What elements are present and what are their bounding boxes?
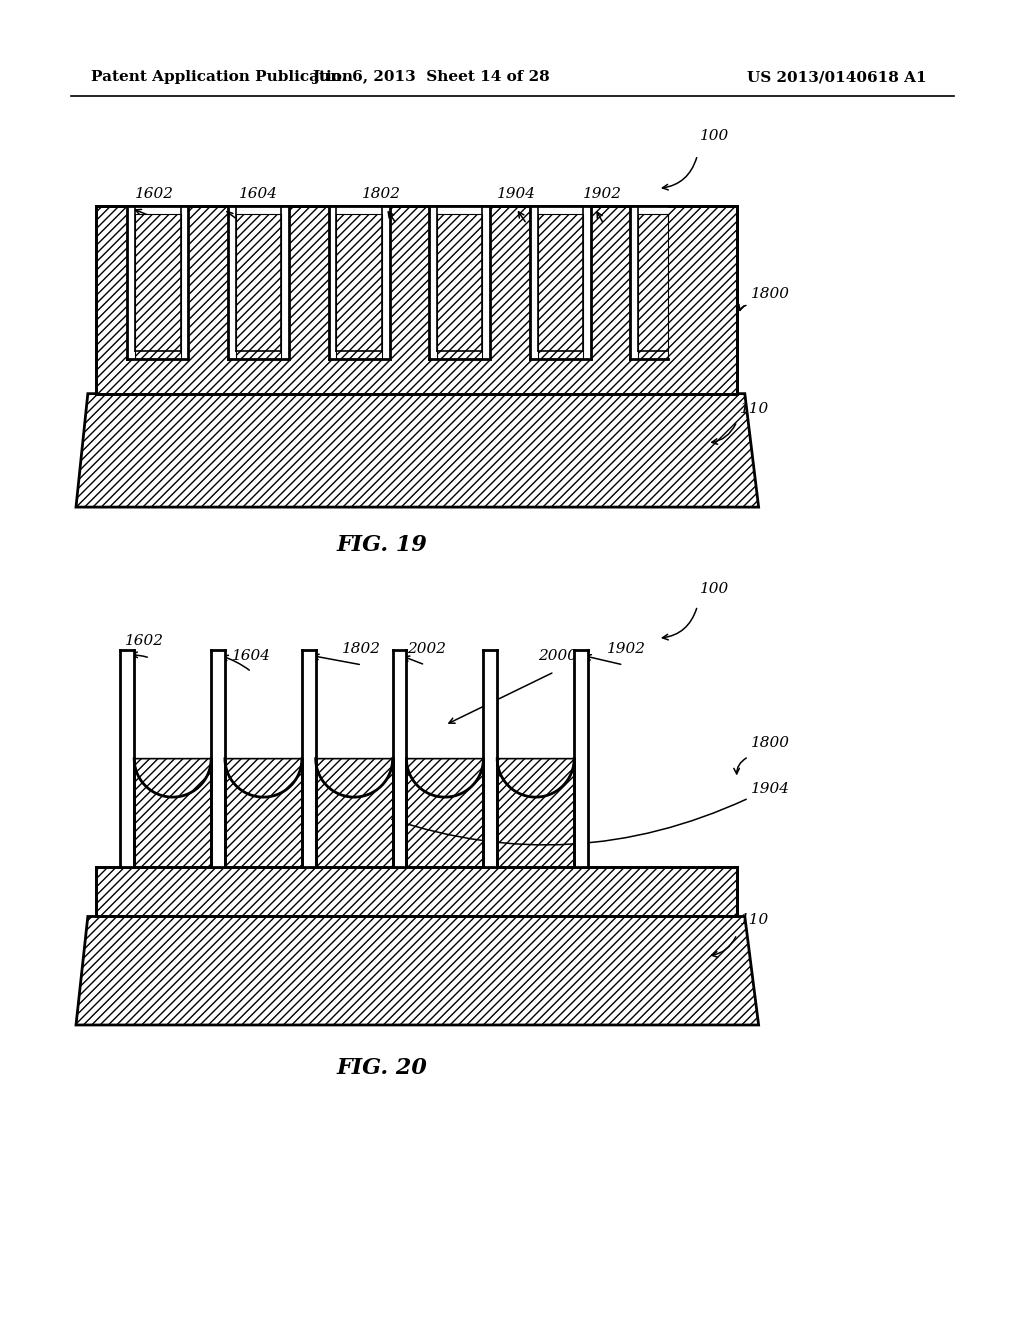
Text: 1800: 1800	[751, 735, 790, 750]
Bar	[638, 214, 668, 359]
Text: 100: 100	[700, 582, 730, 595]
Text: 2000: 2000	[538, 649, 577, 663]
Polygon shape	[407, 759, 483, 797]
Bar	[631, 206, 668, 359]
Bar	[95, 867, 737, 916]
Bar	[437, 214, 482, 359]
Bar	[121, 651, 134, 867]
Bar	[315, 759, 392, 867]
Bar	[135, 214, 180, 359]
Bar	[225, 759, 302, 867]
Text: 2002: 2002	[408, 642, 446, 656]
Text: Jun. 6, 2013  Sheet 14 of 28: Jun. 6, 2013 Sheet 14 of 28	[312, 70, 550, 84]
Text: 110: 110	[740, 403, 769, 416]
Text: 1604: 1604	[239, 187, 278, 202]
Text: 1904: 1904	[751, 783, 790, 796]
Bar	[302, 651, 315, 867]
Text: 1902: 1902	[583, 187, 622, 202]
Text: FIG. 19: FIG. 19	[336, 535, 427, 557]
Text: 110: 110	[740, 913, 769, 928]
Text: 1902: 1902	[606, 642, 646, 656]
Bar	[574, 651, 588, 867]
Bar	[95, 206, 737, 393]
Bar	[211, 651, 225, 867]
Text: 1802: 1802	[342, 642, 381, 656]
Bar	[429, 206, 490, 359]
Text: 100: 100	[700, 129, 730, 143]
Text: 1802: 1802	[362, 187, 401, 202]
Polygon shape	[315, 759, 392, 797]
Text: FIG. 20: FIG. 20	[336, 1057, 427, 1080]
Text: Patent Application Publication: Patent Application Publication	[91, 70, 353, 84]
Polygon shape	[498, 759, 574, 797]
Bar	[134, 759, 211, 867]
Bar	[498, 759, 574, 867]
Text: 1904: 1904	[498, 187, 537, 202]
Bar	[337, 214, 382, 359]
Polygon shape	[134, 759, 211, 797]
Polygon shape	[76, 393, 759, 507]
Bar	[228, 206, 289, 359]
Bar	[127, 206, 188, 359]
Text: 1602: 1602	[125, 634, 164, 648]
Bar	[392, 651, 407, 867]
Bar	[329, 206, 390, 359]
Bar	[236, 214, 282, 359]
Polygon shape	[76, 916, 759, 1026]
Bar	[538, 214, 583, 359]
Text: 1800: 1800	[751, 286, 790, 301]
Polygon shape	[225, 759, 302, 797]
Bar	[483, 651, 498, 867]
Text: 1602: 1602	[135, 187, 174, 202]
Text: US 2013/0140618 A1: US 2013/0140618 A1	[746, 70, 927, 84]
Bar	[529, 206, 591, 359]
Bar	[407, 759, 483, 867]
Text: 1604: 1604	[231, 649, 271, 663]
